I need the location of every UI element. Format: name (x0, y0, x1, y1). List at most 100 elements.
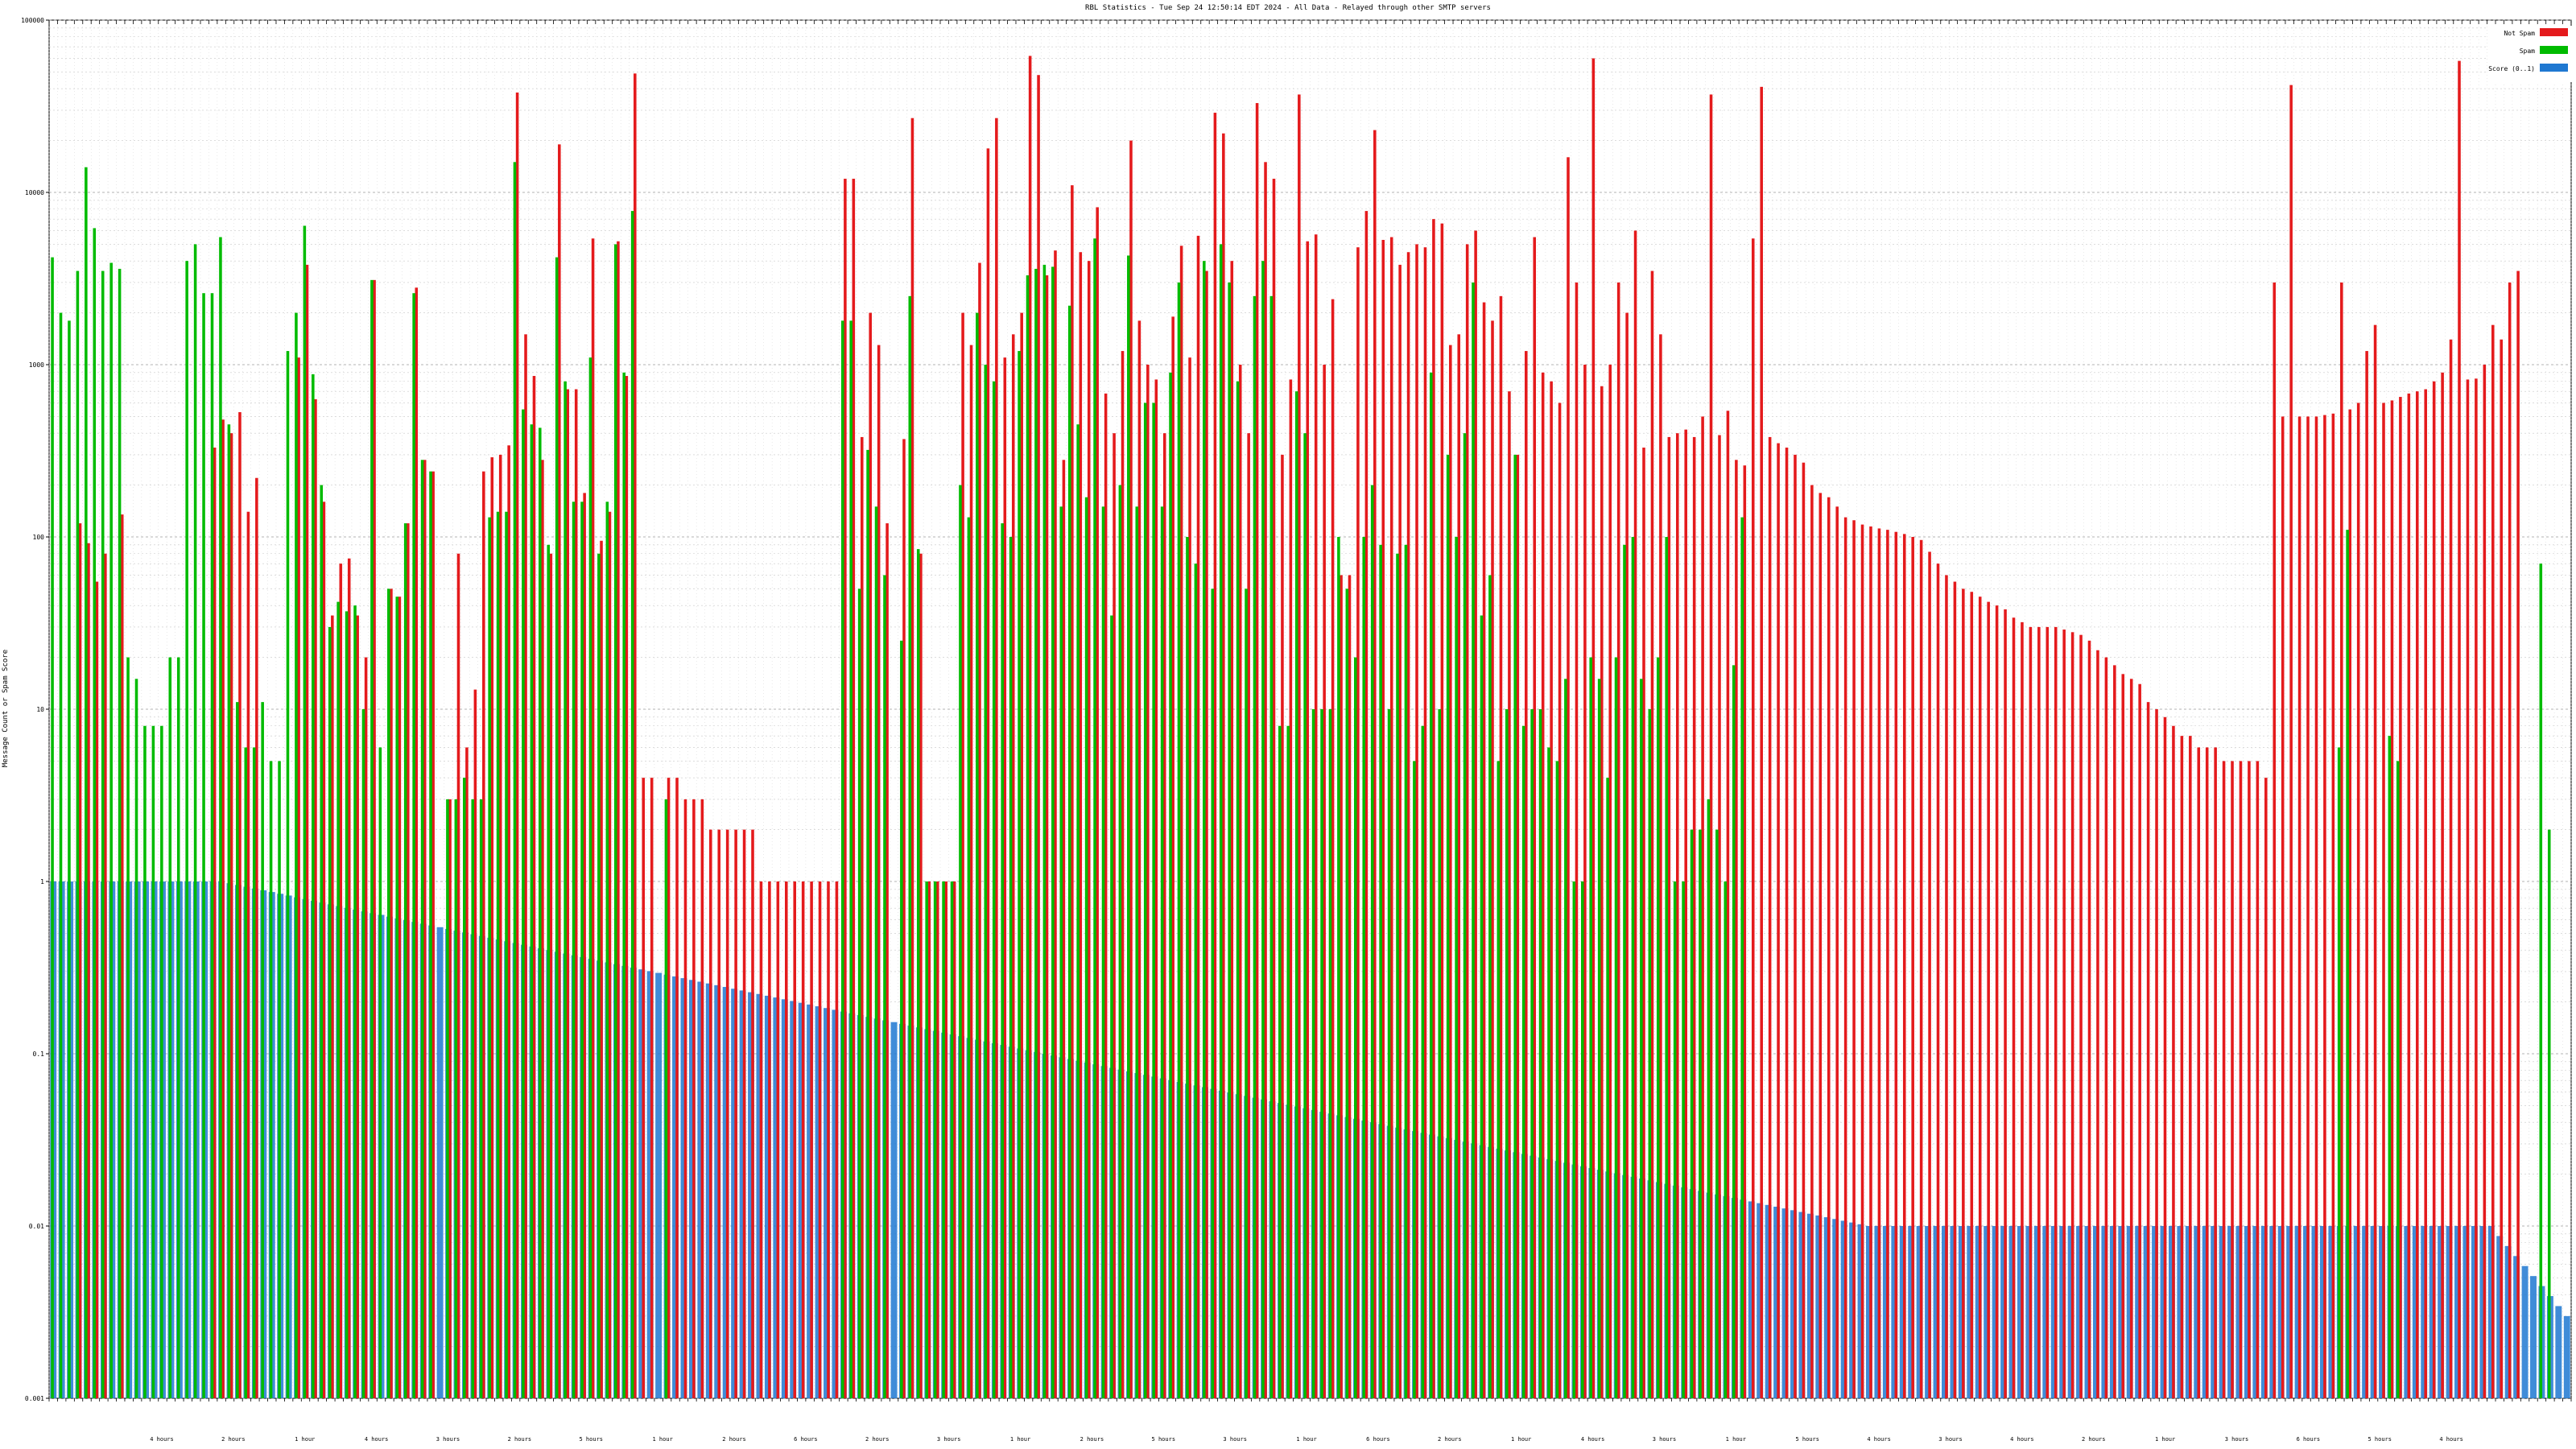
not-spam-bar (1843, 517, 1847, 1398)
spam-bar (530, 424, 534, 1398)
spam-bar (1337, 537, 1340, 1398)
spam-bar (118, 268, 122, 1398)
not-spam-bar (498, 454, 502, 1399)
spam-bar (395, 597, 399, 1398)
not-spam-bar (331, 615, 334, 1398)
not-spam-bar (1659, 334, 1662, 1399)
score-bar (2479, 1226, 2487, 1398)
score-bar (764, 995, 771, 1398)
not-spam-bar (2475, 378, 2478, 1399)
spam-bar (471, 799, 475, 1398)
spam-bar (412, 293, 415, 1399)
score-bar (2076, 1226, 2083, 1398)
score-bar (2294, 1226, 2301, 1398)
spam-bar (286, 351, 290, 1399)
not-spam-bar (1760, 86, 1763, 1398)
score-bar (1773, 1206, 1781, 1398)
score-bar (697, 981, 704, 1398)
not-spam-bar (356, 615, 359, 1398)
spam-bar (1690, 829, 1694, 1398)
not-spam-bar (2264, 778, 2268, 1398)
x-category-label: 4 hours (150, 1436, 174, 1443)
spam-bar (1740, 517, 1744, 1398)
chart-title: RBL Statistics - Tue Sep 24 12:50:14 EDT… (1085, 4, 1491, 12)
not-spam-bar (373, 279, 376, 1398)
score-bar (2211, 1226, 2218, 1398)
score-bar (2109, 1226, 2116, 1398)
spam-bar (463, 778, 466, 1398)
spam-bar (1472, 282, 1475, 1399)
score-bar (2143, 1226, 2150, 1398)
not-spam-bar (877, 345, 881, 1399)
score-bar (714, 985, 721, 1398)
spam-bar (1286, 725, 1290, 1398)
not-spam-bar (1567, 157, 1570, 1398)
spam-bar (1707, 799, 1711, 1398)
spam-bar (1656, 657, 1660, 1398)
not-spam-bar (2037, 626, 2041, 1398)
spam-bar (984, 365, 988, 1398)
spam-bar (328, 626, 332, 1398)
not-spam-bar (1499, 295, 1503, 1399)
not-spam-bar (541, 460, 544, 1399)
legend: Not Spam Spam Score (0..1) (2487, 26, 2572, 82)
not-spam-bar (2500, 339, 2503, 1398)
spam-bar (1648, 709, 1652, 1398)
not-spam-bar (583, 493, 586, 1398)
not-spam-bar (238, 412, 242, 1399)
not-spam-bar (827, 881, 830, 1398)
spam-bar (992, 381, 996, 1398)
not-spam-bar (751, 829, 754, 1398)
spam-bar (429, 471, 432, 1398)
not-spam-bar (87, 543, 90, 1398)
score-bar (2067, 1226, 2074, 1398)
score-bar (2421, 1226, 2428, 1398)
x-category-label: 1 hour (1010, 1436, 1030, 1443)
not-spam-bar (1113, 433, 1116, 1398)
spam-bar (1640, 679, 1643, 1398)
not-spam-bar (2348, 409, 2352, 1398)
spam-bar (479, 799, 483, 1398)
score-bar (2260, 1226, 2268, 1398)
spam-bar (420, 460, 424, 1399)
not-spam-bar (1003, 357, 1007, 1398)
spam-bar (1699, 829, 1702, 1398)
not-spam-bar (2331, 413, 2335, 1398)
score-bar (672, 976, 679, 1398)
not-spam-bar (1440, 223, 1444, 1399)
not-spam-bar (1726, 411, 1730, 1399)
not-spam-bar (2180, 736, 2184, 1398)
x-category-labels: 4 hours 2 hours 1 hour 4 hours 3 hours 2 hour… (150, 1436, 2463, 1443)
x-category-label: 5 hours (580, 1436, 604, 1443)
spam-bar (1018, 351, 1021, 1399)
score-bar (1748, 1201, 1755, 1398)
score-bar (2438, 1226, 2445, 1398)
not-spam-bar (229, 433, 233, 1398)
score-bar (1984, 1226, 1991, 1398)
not-spam-bar (415, 287, 419, 1399)
score-bar (2042, 1226, 2050, 1398)
spam-bar (1219, 244, 1223, 1398)
score-bar (1992, 1226, 1999, 1398)
spam-bar (555, 257, 559, 1399)
not-spam-bar (1869, 526, 1872, 1398)
not-spam-bar (2390, 400, 2394, 1398)
not-spam-bar (1137, 320, 1141, 1398)
not-spam-bar (1373, 130, 1377, 1399)
spam-bar (1067, 305, 1071, 1398)
not-spam-bar (1953, 581, 1957, 1398)
spam-bar (210, 293, 214, 1399)
not-spam-bar (844, 179, 847, 1399)
not-spam-bar (1928, 551, 1931, 1398)
not-spam-bar (482, 471, 485, 1398)
score-bar (2101, 1226, 2108, 1398)
spam-bar (1555, 761, 1559, 1398)
not-spam-bar (407, 523, 410, 1399)
not-spam-bar (2029, 626, 2033, 1398)
not-spam-bar (78, 523, 82, 1399)
y-tick-label: 100 (33, 534, 45, 541)
spam-bar (1606, 778, 1609, 1398)
y-tick-label: 1 (40, 878, 44, 886)
spam-bar (622, 372, 625, 1398)
spam-bar (1084, 497, 1088, 1398)
